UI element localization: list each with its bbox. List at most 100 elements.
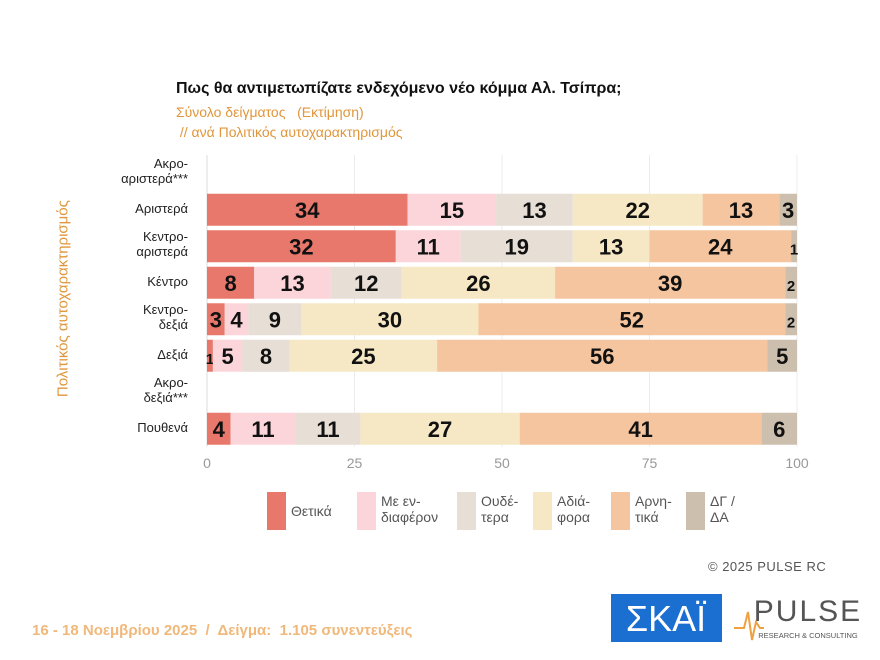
bar-segment [330,266,402,299]
subtitle: Σύνολο δείγματος (Εκτίμηση) [176,104,364,120]
legend-label: Με εν- διαφέρον [381,493,439,526]
data-label: 6 [773,417,785,442]
bar-segment [301,303,479,336]
data-label: 39 [658,271,682,296]
bar-segment [207,266,255,299]
data-label: 8 [224,271,236,296]
data-label: 25 [351,344,375,369]
bar-segment [437,339,768,372]
logo-pulse: PULSE [754,595,862,628]
bar-segment [779,193,797,226]
bar-segment [785,266,797,299]
bar-segment [401,266,556,299]
legend-label: Αρνη- τικά [635,493,672,526]
data-label: 5 [776,344,788,369]
legend-swatch [267,492,286,530]
y-tick-label: Ακρο- αριστερά*** [121,156,188,187]
legend-swatch [533,492,552,530]
x-tick-label: 0 [203,455,211,471]
copyright: © 2025 PULSE RC [708,559,827,574]
y-tick-label: Πουθενά [137,419,188,435]
x-tick-label: 75 [642,455,658,471]
bar-segment [224,303,249,336]
data-label: 9 [269,307,281,332]
data-label: 56 [590,344,614,369]
data-label: 3 [782,198,794,223]
bar-segment [761,412,797,445]
data-label: 15 [440,198,464,223]
data-label: 13 [599,234,623,259]
bar-segment [519,412,762,445]
bar-segment [649,230,792,263]
x-tick-label: 100 [785,455,809,471]
bar-segment [207,230,396,263]
bar-segment [572,230,650,263]
bar-segment [478,303,786,336]
data-label: 13 [729,198,753,223]
data-label: 1 [790,241,798,258]
data-label: 1 [206,351,214,368]
data-label: 27 [428,417,452,442]
data-label: 5 [222,344,234,369]
legend-swatch [357,492,376,530]
data-label: 4 [213,417,226,442]
bar-segment [407,193,497,226]
bar-segment [785,303,797,336]
bar-segment [248,303,302,336]
legend-label: Θετικά [291,503,332,519]
y-tick-label: Αριστερά [135,200,188,216]
y-tick-label: Κέντρο [147,273,188,289]
logo-box [611,594,722,642]
bar-segment [767,339,797,372]
bar-segment [207,303,225,336]
data-label: 30 [378,307,402,332]
y-tick-label: Κεντρο- αριστερά [136,229,188,260]
y-tick-label: Δεξιά [157,346,188,362]
bar-segment [230,412,296,445]
bar-segment [289,339,438,372]
data-label: 22 [625,198,649,223]
bar-segment [207,339,213,372]
title: Πως θα αντιμετωπίζατε ενδεχόμενο νέο κόμ… [176,80,622,97]
data-label: 8 [260,344,272,369]
legend-swatch [686,492,705,530]
data-label: 41 [628,417,652,442]
data-label: 26 [466,271,490,296]
bar-segment [207,193,408,226]
data-label: 2 [787,278,795,295]
data-label: 34 [295,198,320,223]
data-label: 13 [522,198,546,223]
y-tick-label: Κεντρο- δεξιά [142,302,188,333]
data-label: 19 [505,234,529,259]
bar-segment [460,230,573,263]
y-tick-label: Ακρο- δεξιά*** [143,375,188,406]
data-label: 11 [251,417,274,442]
data-label: 32 [289,234,313,259]
data-label: 13 [280,271,304,296]
bar-segment [496,193,573,226]
bar-segment [572,193,703,226]
data-label: 2 [787,314,795,331]
bar-segment [212,339,243,372]
data-label: 11 [417,234,440,259]
legend-swatch [611,492,630,530]
data-label: 11 [316,417,339,442]
x-tick-label: 25 [347,455,363,471]
bar-segment [295,412,361,445]
bar-segment [702,193,780,226]
bar-segment [207,412,231,445]
bar-segment [254,266,331,299]
footnote: 16 - 18 Νοεμβρίου 2025 / Δείγμα: 1.105 σ… [32,622,413,639]
bar-segment [242,339,290,372]
data-label: 4 [230,307,243,332]
data-label: 12 [354,271,378,296]
bar-segment [555,266,786,299]
bar-segment [395,230,461,263]
x-tick-label: 50 [494,455,510,471]
subtitle: // ανά Πολιτικός αυτοχαρακτηρισμός [176,124,403,140]
logo-skai: ΣΚΑΪ [626,598,706,639]
data-label: 52 [620,307,644,332]
legend-swatch [457,492,476,530]
